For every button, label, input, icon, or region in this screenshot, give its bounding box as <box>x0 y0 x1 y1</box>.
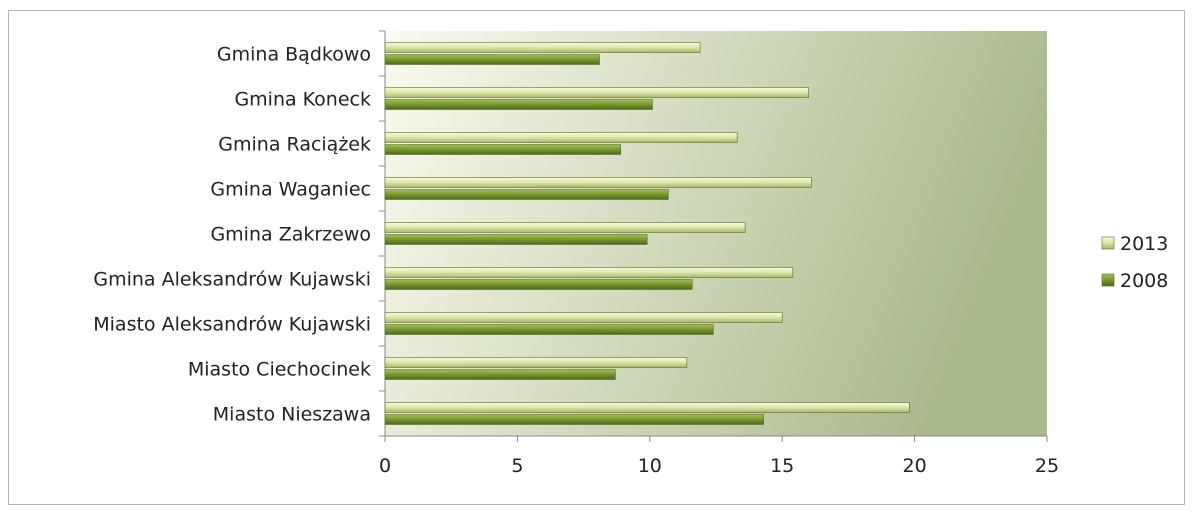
chart-frame: 0 5 10 15 20 25 Gmina Bądkowo Gmina Koneck Gmina… <box>8 10 1185 505</box>
category-label: Gmina Zakrzewo <box>210 224 371 246</box>
category-label: Miasto Nieszawa <box>213 404 371 426</box>
legend-label-2008: 2008 <box>1120 270 1168 292</box>
x-tick-label: 20 <box>903 455 927 477</box>
bar-2013-5 <box>384 267 794 278</box>
bar-2008-3 <box>384 189 669 200</box>
category-label: Gmina Raciążek <box>218 134 371 156</box>
bar-2013-8 <box>384 402 910 413</box>
category-label: Miasto Ciechocinek <box>188 359 371 381</box>
plot-area <box>385 31 1047 436</box>
x-tick-label: 25 <box>1035 455 1059 477</box>
bar-2013-2 <box>384 132 738 143</box>
x-tick-label: 0 <box>379 455 391 477</box>
legend-swatch-2013 <box>1101 236 1115 250</box>
category-label: Gmina Koneck <box>234 89 371 111</box>
bar-2008-5 <box>384 279 693 290</box>
bar-2013-1 <box>384 87 809 98</box>
x-tick-label: 10 <box>638 455 662 477</box>
category-label: Gmina Waganiec <box>210 179 371 201</box>
legend-label-2013: 2013 <box>1120 233 1168 255</box>
legend-swatch-2008 <box>1101 273 1115 287</box>
bar-2008-4 <box>384 234 648 245</box>
bar-2013-4 <box>384 222 746 233</box>
bar-chart: 0 5 10 15 20 25 Gmina Bądkowo Gmina Koneck Gmina… <box>93 30 1168 477</box>
bar-2008-7 <box>384 369 616 380</box>
bar-2013-3 <box>384 177 812 188</box>
bar-2013-6 <box>384 312 783 323</box>
bar-2008-0 <box>384 54 600 65</box>
bar-2008-8 <box>384 414 764 425</box>
bar-2013-0 <box>384 42 701 53</box>
x-tick-label: 15 <box>770 455 794 477</box>
bar-2008-6 <box>384 324 714 335</box>
category-label: Miasto Aleksandrów Kujawski <box>93 314 371 336</box>
bar-2013-7 <box>384 357 688 368</box>
x-tick-label: 5 <box>511 455 523 477</box>
category-label: Gmina Aleksandrów Kujawski <box>93 269 371 291</box>
bar-2008-1 <box>384 99 653 110</box>
bar-2008-2 <box>384 144 621 155</box>
category-label: Gmina Bądkowo <box>217 44 371 66</box>
